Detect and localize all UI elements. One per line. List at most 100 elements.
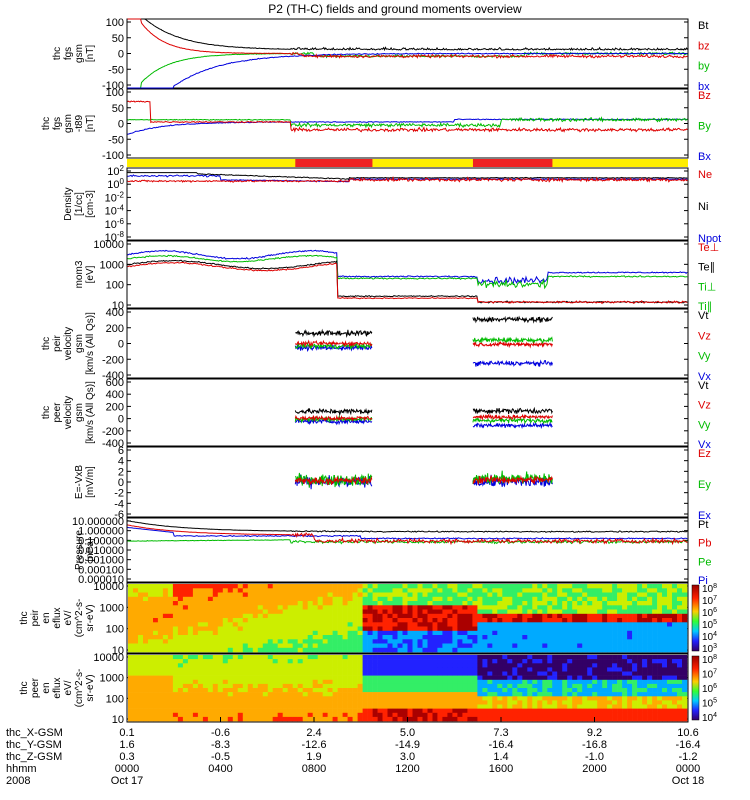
y-tick-label: -200 <box>102 426 124 438</box>
colorbar <box>691 655 700 721</box>
y-axis-label: thc <box>41 337 52 350</box>
series-bz <box>127 18 688 59</box>
y-tick-label: 100 <box>107 177 124 191</box>
date-label-start: Oct 17 <box>111 775 143 787</box>
y-tick-label: 100 <box>106 17 124 29</box>
colorbar-label: 107 <box>702 669 717 681</box>
x-tick-label: -14.9 <box>395 739 420 751</box>
y-axis-label: gsm <box>74 403 85 422</box>
y-tick-label: -100 <box>102 150 124 162</box>
series-ti-perp <box>127 254 688 290</box>
x-tick-label: 1.6 <box>119 739 134 751</box>
colorbar-label: 104 <box>702 631 717 643</box>
series-pt <box>127 520 688 533</box>
y-axis-label: sr-eV) <box>85 674 96 701</box>
y-axis-label: [nPa] <box>85 538 96 562</box>
y-tick-label: 50 <box>112 33 124 45</box>
colorbar-label: 106 <box>702 683 717 695</box>
y-axis-label: (cm^2-s- <box>74 599 85 638</box>
y-tick-label: -400 <box>102 438 124 450</box>
y-axis-label: thc <box>52 47 63 60</box>
y-tick-label: 2 <box>118 466 124 478</box>
y-axis-label: [nT] <box>85 115 96 132</box>
chart-title: P2 (TH-C) fields and ground moments over… <box>268 2 522 16</box>
legend-ex: Ex <box>698 510 711 522</box>
x-tick-label: -16.4 <box>675 739 700 751</box>
legend-by: By <box>698 121 711 133</box>
legend-vy: Vy <box>698 419 711 431</box>
series-ez <box>294 475 553 486</box>
series-by <box>127 51 688 89</box>
y-axis-label: eV/ <box>63 610 74 625</box>
y-axis-label: [1/cc] <box>74 192 85 216</box>
series-vx-i <box>294 343 553 368</box>
time-axis: 0.1 -0.6 2.4 5.0 7.3 9.2 10.6 1.6 -8.3 -12.6 -14.9… <box>6 717 704 787</box>
legend-pe: Pe <box>698 556 711 568</box>
y-tick-label: 10000 <box>93 239 124 251</box>
panel-2: 100 50 0 -50 -100 thc fgs gsm -t89 [nT] Bz By Bx <box>41 87 711 163</box>
y-axis-label: thc <box>41 406 52 419</box>
series-bx-t89 <box>127 118 688 135</box>
x-tick-label: -16.4 <box>488 739 513 751</box>
y-axis-label: eflux <box>52 677 63 698</box>
series-vt-i <box>295 315 553 338</box>
y-tick-label: 200 <box>106 323 124 335</box>
y-axis-label: en <box>41 682 52 693</box>
panel-5: 400 200 0 -200 -400 thc peir velocity gsm [km/s (… <box>41 307 711 383</box>
panel-9: 10000 1000 100 10 thc peir en eflux eV/(cm^2-s-s… <box>19 581 717 657</box>
x-tick-label: 0.1 <box>119 727 134 739</box>
legend-ne: Ne <box>698 169 712 181</box>
y-tick-label: 0.010000 <box>78 545 124 557</box>
series-vx-e <box>294 417 553 430</box>
y-tick-label: 1000 <box>100 602 124 614</box>
y-axis-label: peir <box>52 334 63 351</box>
y-tick-label: 10 <box>112 714 124 726</box>
colorbar-label: 108 <box>702 654 717 666</box>
y-axis-label: eflux <box>52 607 63 628</box>
x-tick-label: -8.3 <box>211 739 230 751</box>
y-axis-label: Density <box>63 187 74 220</box>
series-bz-t89 <box>127 100 688 133</box>
legend-te∥: Te∥ <box>698 262 715 274</box>
y-tick-label: 1.000000 <box>78 526 124 538</box>
y-axis-label: eV/ <box>63 680 74 695</box>
x-tick-label: 1.4 <box>493 751 508 763</box>
panel-frame <box>126 308 689 379</box>
colorbar-label: 103 <box>702 643 717 655</box>
row-label: hhmm <box>6 763 37 775</box>
y-axis-label: mom3 <box>74 260 85 288</box>
legend-npot: Npot <box>698 233 721 245</box>
y-tick-label: 100 <box>106 624 124 636</box>
y-tick-label: 0.000100 <box>78 564 124 576</box>
panel-frame <box>126 240 689 309</box>
y-axis-label: [nT] <box>85 45 96 62</box>
y-axis-label: gsm <box>74 44 85 63</box>
x-tick-label: 1.9 <box>306 751 321 763</box>
y-axis-label: peir <box>30 609 41 626</box>
row-label: thc_Y-GSM <box>6 739 62 751</box>
x-tick-label: 3.0 <box>400 751 415 763</box>
colorbar-label: 105 <box>702 619 717 631</box>
x-tick-label: 7.3 <box>493 727 508 739</box>
legend-ez: Ez <box>698 448 711 460</box>
y-tick-label: 0 <box>118 414 124 426</box>
y-axis-label: gsm <box>63 114 74 133</box>
y-tick-label: 10.000000 <box>72 516 124 528</box>
series-ni <box>127 172 688 181</box>
x-tick-label: 9.2 <box>587 727 602 739</box>
y-tick-label: 10 <box>112 645 124 657</box>
y-axis-label: sr-eV) <box>85 604 96 631</box>
legend-pt: Pt <box>698 519 708 531</box>
y-tick-label: 102 <box>107 164 124 178</box>
colorbar-label: 106 <box>702 607 717 619</box>
y-axis-label: [eV] <box>85 265 96 283</box>
mode-bar-slow <box>127 159 688 167</box>
legend-bx: Bx <box>698 151 711 163</box>
y-tick-label: 10-2 <box>105 190 125 204</box>
series-bt <box>127 18 688 52</box>
x-tick-label: 2000 <box>582 763 606 775</box>
y-tick-label: -100 <box>102 80 124 92</box>
